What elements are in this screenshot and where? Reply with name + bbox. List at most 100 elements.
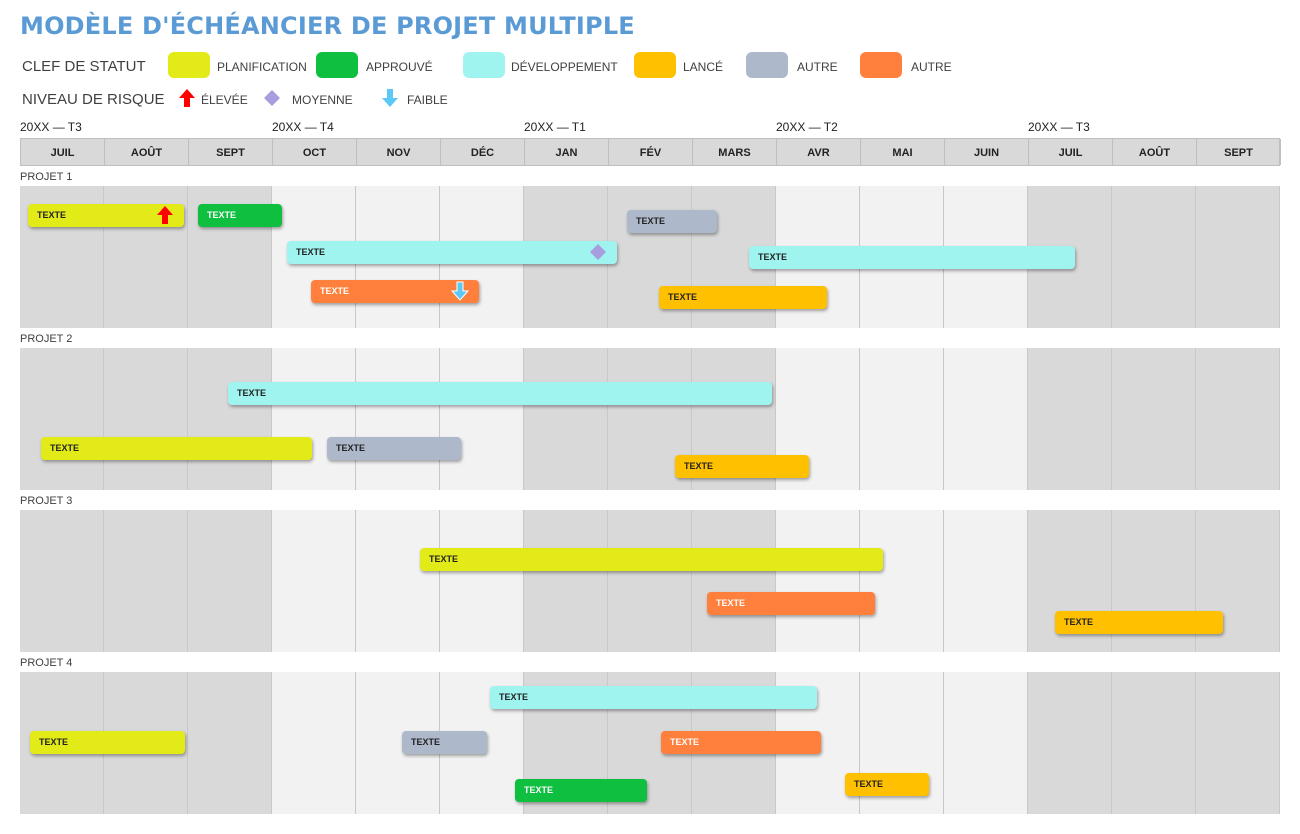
task-bar[interactable]: TEXTE xyxy=(41,437,312,460)
task-bar[interactable]: TEXTE xyxy=(627,210,717,233)
month-header-cell: FÉV xyxy=(609,139,693,165)
task-bar[interactable]: TEXTE xyxy=(515,779,647,802)
purple-diamond-icon xyxy=(590,244,606,260)
month-column xyxy=(860,510,944,652)
month-header-cell: AOÛT xyxy=(105,139,189,165)
month-column xyxy=(20,348,104,490)
quarter-label: 20XX — T3 xyxy=(20,120,82,134)
task-bar[interactable]: TEXTE xyxy=(707,592,875,615)
month-column xyxy=(1196,348,1280,490)
month-header-cell: JUIL xyxy=(1029,139,1113,165)
status-label-other-2: AUTRE xyxy=(911,60,952,74)
month-column xyxy=(440,510,524,652)
month-header-cell: OCT xyxy=(273,139,357,165)
task-bar[interactable]: TEXTE xyxy=(402,731,487,754)
month-header-cell: SEPT xyxy=(1197,139,1281,165)
task-label: TEXTE xyxy=(411,737,441,747)
project-label: PROJET 1 xyxy=(20,171,73,183)
month-column xyxy=(1196,186,1280,328)
project-label: PROJET 2 xyxy=(20,333,73,345)
month-column xyxy=(1112,672,1196,814)
status-swatch-planning xyxy=(168,52,210,78)
month-header-cell: MAI xyxy=(861,139,945,165)
month-header-cell: MARS xyxy=(693,139,777,165)
task-bar[interactable]: TEXTE xyxy=(311,280,479,303)
task-bar[interactable]: TEXTE xyxy=(661,731,821,754)
task-bar[interactable]: TEXTE xyxy=(198,204,282,227)
task-bar[interactable]: TEXTE xyxy=(675,455,809,478)
month-column xyxy=(188,348,272,490)
task-bar[interactable]: TEXTE xyxy=(1055,611,1223,634)
purple-diamond-icon xyxy=(264,90,280,106)
status-label-development: DÉVELOPPEMENT xyxy=(511,60,618,74)
month-column xyxy=(608,510,692,652)
month-column xyxy=(440,348,524,490)
month-column xyxy=(860,348,944,490)
month-column xyxy=(272,672,356,814)
status-label-planning: PLANIFICATION xyxy=(217,60,307,74)
month-header-cell: SEPT xyxy=(189,139,273,165)
month-header-cell: AOÛT xyxy=(1113,139,1197,165)
month-column xyxy=(944,348,1028,490)
status-swatch-launched xyxy=(634,52,676,78)
task-label: TEXTE xyxy=(50,443,80,453)
month-header-cell: AVR xyxy=(777,139,861,165)
month-column xyxy=(1196,672,1280,814)
task-bar[interactable]: TEXTE xyxy=(30,731,185,754)
task-bar[interactable]: TEXTE xyxy=(327,437,461,460)
month-header-cell: JUIN xyxy=(945,139,1029,165)
task-bar[interactable]: TEXTE xyxy=(287,241,617,264)
task-label: TEXTE xyxy=(524,785,554,795)
month-column xyxy=(1028,672,1112,814)
month-column xyxy=(188,672,272,814)
status-swatch-approved xyxy=(316,52,358,78)
status-swatch-other-2 xyxy=(860,52,902,78)
month-column xyxy=(1112,348,1196,490)
task-label: TEXTE xyxy=(668,292,698,302)
status-swatch-other-1 xyxy=(746,52,788,78)
blue-down-arrow-icon xyxy=(451,281,469,301)
quarter-label: 20XX — T2 xyxy=(776,120,838,134)
month-header-cell: NOV xyxy=(357,139,441,165)
blue-down-arrow-icon xyxy=(382,89,398,107)
project-4-timeline: TEXTE TEXTE TEXTE TEXTE TEXTE TEXTE xyxy=(20,672,1280,814)
month-column xyxy=(944,672,1028,814)
month-column xyxy=(944,510,1028,652)
project-label: PROJET 4 xyxy=(20,657,73,669)
red-up-arrow-icon xyxy=(179,89,195,107)
month-column xyxy=(188,510,272,652)
month-header: JUIL AOÛT SEPT OCT NOV DÉC JAN FÉV MARS AVR MAI JUI… xyxy=(20,138,1281,166)
month-column xyxy=(1112,186,1196,328)
task-bar[interactable]: TEXTE xyxy=(420,548,883,571)
quarter-label: 20XX — T4 xyxy=(272,120,334,134)
task-label: TEXTE xyxy=(429,554,459,564)
task-label: TEXTE xyxy=(670,737,700,747)
task-label: TEXTE xyxy=(854,779,884,789)
task-bar[interactable]: TEXTE xyxy=(845,773,929,796)
status-label-launched: LANCÉ xyxy=(683,60,724,74)
project-3-timeline: TEXTE TEXTE TEXTE xyxy=(20,510,1280,652)
task-label: TEXTE xyxy=(296,247,326,257)
status-label-approved: APPROUVÉ xyxy=(366,60,433,74)
status-label-other-1: AUTRE xyxy=(797,60,838,74)
task-label: TEXTE xyxy=(207,210,237,220)
task-bar[interactable]: TEXTE xyxy=(659,286,827,309)
month-column xyxy=(524,510,608,652)
task-label: TEXTE xyxy=(237,388,267,398)
task-bar[interactable]: TEXTE xyxy=(228,382,772,405)
month-column xyxy=(692,510,776,652)
risk-label-low: FAIBLE xyxy=(407,93,448,107)
month-column xyxy=(104,510,188,652)
task-label: TEXTE xyxy=(716,598,746,608)
task-label: TEXTE xyxy=(636,216,666,226)
quarter-label: 20XX — T1 xyxy=(524,120,586,134)
month-column xyxy=(272,510,356,652)
risk-label-medium: MOYENNE xyxy=(292,93,353,107)
task-label: TEXTE xyxy=(39,737,69,747)
task-bar[interactable]: TEXTE xyxy=(490,686,817,709)
task-bar[interactable]: TEXTE xyxy=(28,204,184,227)
task-bar[interactable]: TEXTE xyxy=(749,246,1075,269)
month-header-cell: JAN xyxy=(525,139,609,165)
month-column xyxy=(524,348,608,490)
page-title: MODÈLE D'ÉCHÉANCIER DE PROJET MULTIPLE xyxy=(20,12,635,40)
